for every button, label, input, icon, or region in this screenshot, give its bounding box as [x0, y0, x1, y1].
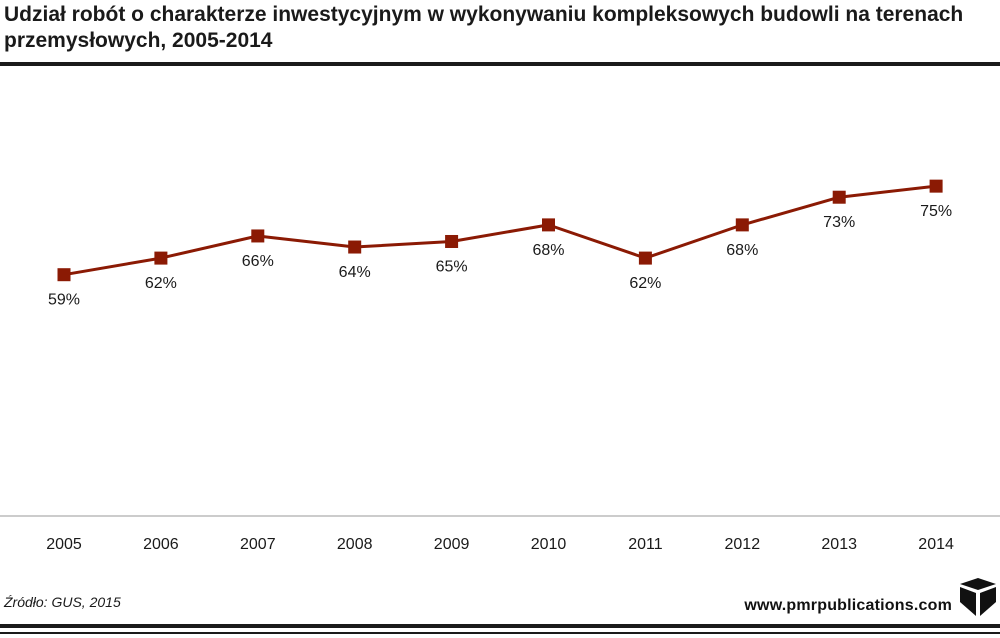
series-line [63, 184, 937, 277]
bottom-divider [0, 624, 1000, 628]
data-point-2014 [929, 179, 943, 193]
x-tick-2010: 2010 [531, 536, 567, 553]
data-point-2013 [832, 190, 846, 204]
x-tick-2014: 2014 [918, 536, 954, 553]
data-point-2010 [542, 218, 555, 232]
data-point-2009 [445, 234, 459, 248]
data-label-2014: 75% [920, 203, 952, 220]
brand-link[interactable]: www.pmrpublications.com [744, 597, 952, 614]
source-note: Źródło: GUS, 2015 [4, 594, 121, 610]
data-label-2007: 66% [242, 253, 274, 270]
data-label-2009: 65% [436, 258, 468, 275]
x-tick-2013: 2013 [821, 536, 857, 553]
data-point-2007 [251, 229, 265, 243]
x-tick-2008: 2008 [337, 536, 373, 553]
data-label-2013: 73% [823, 214, 855, 231]
data-label-2006: 62% [145, 275, 177, 292]
data-point-2005 [57, 268, 71, 282]
top-divider [0, 62, 1000, 66]
data-point-2008 [348, 240, 362, 254]
x-tick-2009: 2009 [434, 536, 470, 553]
series-group: 59% 62% 66% 64% 65% 68% 62% 68% 73% 75% [48, 179, 952, 309]
data-point-2006 [154, 251, 168, 265]
data-label-2011: 62% [629, 275, 661, 292]
data-label-2010: 68% [532, 242, 564, 259]
x-tick-2006: 2006 [143, 536, 179, 553]
cube-logo-icon [960, 578, 996, 616]
data-point-2011 [638, 251, 652, 265]
bottom-divider-thin [0, 632, 1000, 634]
x-tick-2005: 2005 [46, 536, 82, 553]
data-label-2005: 59% [48, 292, 80, 309]
data-label-2008: 64% [339, 264, 371, 281]
data-label-2012: 68% [726, 242, 758, 259]
x-tick-2007: 2007 [240, 536, 276, 553]
x-tick-labels: 2005 2006 2007 2008 2009 2010 2011 2012 2013 2014 [46, 536, 954, 553]
x-tick-2012: 2012 [725, 536, 761, 553]
line-chart: 59%62%66%64% 65%68%62%68%73%75% 2005 2006 2… [0, 179, 1000, 553]
chart-title: Udział robót o charakterze inwestycyjnym… [4, 3, 964, 52]
data-point-2012 [735, 218, 749, 232]
x-tick-2011: 2011 [628, 536, 663, 553]
